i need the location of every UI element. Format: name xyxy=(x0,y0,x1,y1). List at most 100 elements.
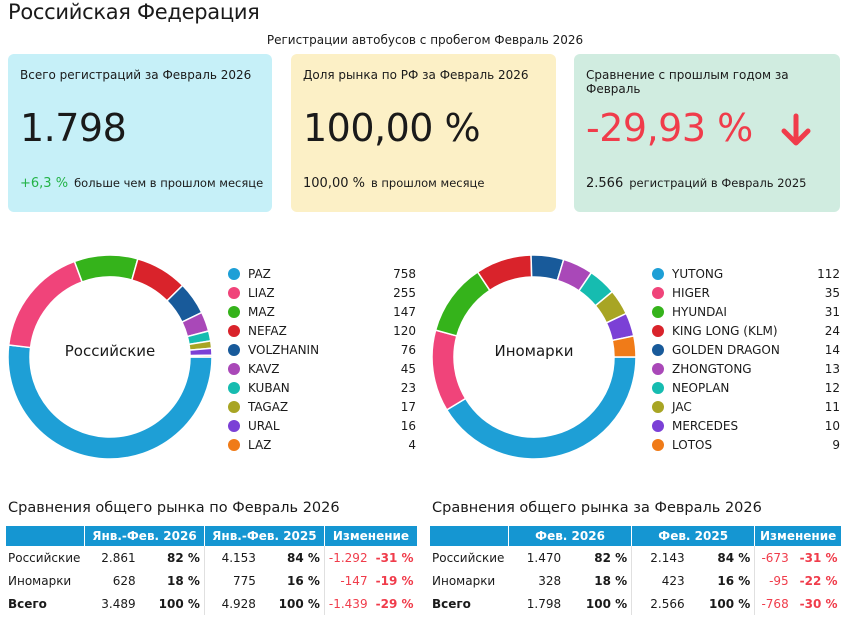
column-header[interactable]: Фев. 2026 xyxy=(508,526,633,546)
legend-dot-icon xyxy=(652,401,664,413)
legend-item[interactable]: MERCEDES 10 xyxy=(652,418,840,437)
legend-label: TAGAZ xyxy=(248,400,289,414)
donut-slice[interactable] xyxy=(73,254,139,283)
column-header[interactable]: Изменение xyxy=(324,526,419,546)
page-title: Российская Федерация xyxy=(8,0,260,24)
column-header[interactable]: Фев. 2025 xyxy=(631,526,756,546)
legend-dot-icon xyxy=(228,420,240,432)
donut-slice[interactable] xyxy=(7,344,213,460)
legend-item[interactable]: KING LONG (KLM) 24 xyxy=(652,323,840,342)
legend-value: 76 xyxy=(400,343,416,357)
legend-value: 147 xyxy=(393,305,416,319)
legend-label: LOTOS xyxy=(672,438,713,452)
donut-slice[interactable] xyxy=(611,334,637,358)
table-row: Иномарки 328 18 % 423 16 % -95 -22 % xyxy=(430,569,842,592)
legend-dot-icon xyxy=(652,287,664,299)
table-row: Всего 1.798 100 % 2.566 100 % -768 -30 % xyxy=(430,592,842,615)
legend-item[interactable]: ZHONGTONG 13 xyxy=(652,361,840,380)
column-header[interactable]: Янв.-Фев. 2026 xyxy=(84,526,205,546)
legend-item[interactable]: HYUNDAI 31 xyxy=(652,304,840,323)
legend-item[interactable]: YUTONG 112 xyxy=(652,266,840,285)
foreign-brands-donut-chart: Иномарки xyxy=(429,252,639,462)
legend-item[interactable]: HIGER 35 xyxy=(652,285,840,304)
legend-value: 10 xyxy=(824,419,840,433)
table-cell-label: Всего xyxy=(8,596,47,611)
legend-label: MAZ xyxy=(248,305,275,319)
legend-dot-icon xyxy=(652,344,664,356)
legend-label: YUTONG xyxy=(672,267,724,281)
legend-label: LAZ xyxy=(248,438,272,452)
legend-label: NEOPLAN xyxy=(672,381,730,395)
legend-value: 758 xyxy=(393,267,416,281)
card-footer-value: 100,00 % xyxy=(303,176,365,191)
table-row: Всего 3.489 100 % 4.928 100 % -1.439 -29 % xyxy=(6,592,418,615)
legend-dot-icon xyxy=(228,268,240,280)
table-cell-v2: 423 xyxy=(661,573,685,588)
legend-value: 14 xyxy=(824,343,840,357)
legend-dot-icon xyxy=(652,382,664,394)
legend-item[interactable]: LOTOS 9 xyxy=(652,437,840,456)
table-cell-d: -147 xyxy=(340,573,368,588)
column-header[interactable] xyxy=(430,526,509,546)
card-label: Доля рынка по РФ за Февраль 2026 xyxy=(303,68,529,82)
total-registrations-card: Всего регистраций за Февраль 2026 1.798 … xyxy=(8,54,272,212)
legend-item[interactable]: LAZ 4 xyxy=(228,437,416,456)
legend-label: VOLZHANIN xyxy=(248,343,320,357)
legend-item[interactable]: JAC 11 xyxy=(652,399,840,418)
donut-slice[interactable] xyxy=(7,260,84,349)
donut-slice[interactable] xyxy=(476,254,533,292)
table-header-row: Фев. 2026 Фев. 2025 Изменение xyxy=(430,526,842,546)
table-cell-p1: 100 % xyxy=(565,592,633,615)
legend-label: LIAZ xyxy=(248,286,275,300)
legend-item[interactable]: KUBAN 23 xyxy=(228,380,416,399)
legend-label: KUBAN xyxy=(248,381,290,395)
table-cell-v1: 3.489 xyxy=(101,596,136,611)
table-row: Российские 2.861 82 % 4.153 84 % -1.292 -31 % xyxy=(6,546,418,569)
legend-item[interactable]: NEFAZ 120 xyxy=(228,323,416,342)
legend-item[interactable]: MAZ 147 xyxy=(228,304,416,323)
table-cell-label: Российские xyxy=(8,550,81,565)
legend-dot-icon xyxy=(652,363,664,375)
russian-brands-legend: PAZ 758 LIAZ 255 MAZ 147 NEFAZ 120 VOLZHANIN 76 KA… xyxy=(228,266,416,456)
legend-label: PAZ xyxy=(248,267,271,281)
donut-slice[interactable] xyxy=(189,354,213,358)
legend-dot-icon xyxy=(228,363,240,375)
table-row: Иномарки 628 18 % 775 16 % -147 -19 % xyxy=(6,569,418,592)
table-cell-label: Всего xyxy=(432,596,471,611)
table-row: Российские 1.470 82 % 2.143 84 % -673 -31 % xyxy=(430,546,842,569)
card-footer-value: 2.566 xyxy=(586,176,624,191)
table-cell-d: -768 xyxy=(761,596,789,611)
table-cell-d: -1.292 xyxy=(328,550,368,565)
table-cell-label: Иномарки xyxy=(8,573,72,588)
legend-dot-icon xyxy=(652,268,664,280)
russian-brands-donut-chart: Российские xyxy=(5,252,215,462)
legend-value: 255 xyxy=(393,286,416,300)
legend-item[interactable]: PAZ 758 xyxy=(228,266,416,285)
year-comparison-card: Сравнение с прошлым годом за Февраль -29… xyxy=(574,54,840,212)
legend-item[interactable]: TAGAZ 17 xyxy=(228,399,416,418)
column-header[interactable] xyxy=(6,526,85,546)
table-cell-v1: 1.798 xyxy=(526,596,562,611)
table-cell-v2: 775 xyxy=(233,573,256,588)
table-cell-p1: 100 % xyxy=(139,592,205,615)
donut-svg xyxy=(7,254,213,460)
legend-item[interactable]: KAVZ 45 xyxy=(228,361,416,380)
legend-item[interactable]: URAL 16 xyxy=(228,418,416,437)
legend-item[interactable]: VOLZHANIN 76 xyxy=(228,342,416,361)
legend-dot-icon xyxy=(652,420,664,432)
donut-slice[interactable] xyxy=(445,356,637,460)
table-cell-p2: 84 % xyxy=(688,546,756,569)
table-cell-v2: 4.928 xyxy=(221,596,256,611)
table-cell-p2: 100 % xyxy=(688,592,756,615)
legend-item[interactable]: NEOPLAN 12 xyxy=(652,380,840,399)
donut-slice[interactable] xyxy=(434,270,491,337)
column-header[interactable]: Изменение xyxy=(754,526,842,546)
table-cell-p2: 16 % xyxy=(688,569,756,592)
legend-item[interactable]: LIAZ 255 xyxy=(228,285,416,304)
legend-dot-icon xyxy=(652,439,664,451)
table-title: Сравнения общего рынка за Февраль 2026 xyxy=(432,500,762,516)
table-cell-dp: -31 % xyxy=(375,550,414,565)
table-cell-p1: 18 % xyxy=(139,569,205,592)
legend-item[interactable]: GOLDEN DRAGON 14 xyxy=(652,342,840,361)
column-header[interactable]: Янв.-Фев. 2025 xyxy=(204,526,325,546)
